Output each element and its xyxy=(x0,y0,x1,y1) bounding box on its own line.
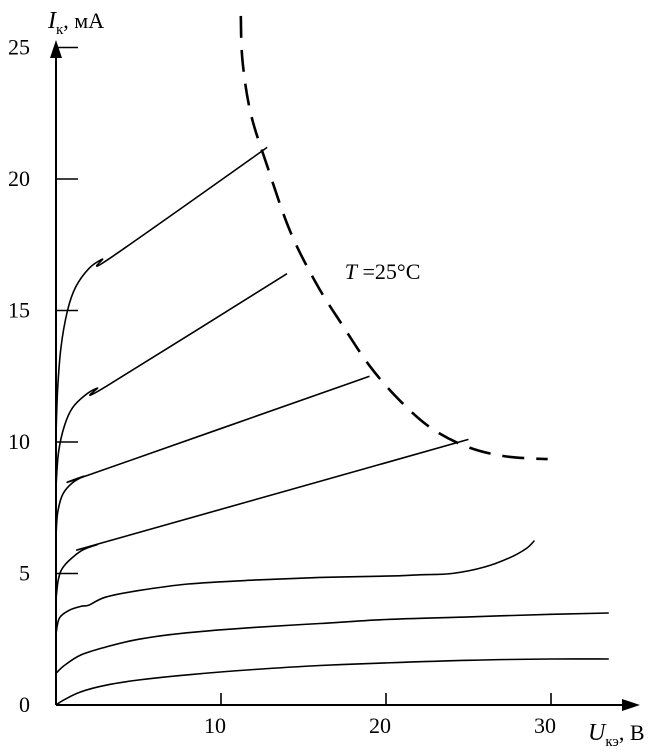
characteristic-curve-6 xyxy=(55,273,288,487)
x-axis-label: Uкэ, В xyxy=(588,720,645,750)
characteristic-curve-1 xyxy=(55,658,609,706)
temperature-value: =25°C xyxy=(357,259,420,284)
y-axis-unit: , мА xyxy=(63,8,104,33)
x-axis-unit: , В xyxy=(619,720,645,745)
y-axis-label: Iк, мА xyxy=(47,8,104,38)
y-tick-label: 0 xyxy=(19,692,30,717)
x-tick-label: 10 xyxy=(204,713,226,738)
temperature-annotation: T =25°C xyxy=(345,259,421,284)
y-axis-subscript: к xyxy=(56,22,64,38)
x-tick-label: 30 xyxy=(534,713,556,738)
x-tick-label: 20 xyxy=(369,713,391,738)
series-layer xyxy=(55,146,609,706)
characteristic-curve-4 xyxy=(55,438,469,600)
max-power-boundary-curve xyxy=(239,15,548,461)
y-tick-label: 5 xyxy=(19,561,30,586)
characteristic-curve-2 xyxy=(55,612,609,674)
y-axis-symbol: I xyxy=(47,8,57,34)
x-axis-subscript: кэ xyxy=(605,734,619,750)
x-axis-symbol: U xyxy=(588,720,607,746)
y-tick-label: 25 xyxy=(8,35,30,60)
y-tick-label: 20 xyxy=(8,166,30,191)
temperature-symbol: T xyxy=(345,259,359,284)
y-tick-label: 10 xyxy=(8,429,30,454)
axes xyxy=(50,40,640,711)
y-tick-label: 15 xyxy=(8,298,30,323)
y-axis-arrow xyxy=(50,40,62,58)
characteristic-curve-3 xyxy=(55,540,536,635)
characteristic-curve-7 xyxy=(55,146,268,435)
characteristic-curve-5 xyxy=(55,375,370,537)
x-axis-arrow xyxy=(622,699,640,711)
